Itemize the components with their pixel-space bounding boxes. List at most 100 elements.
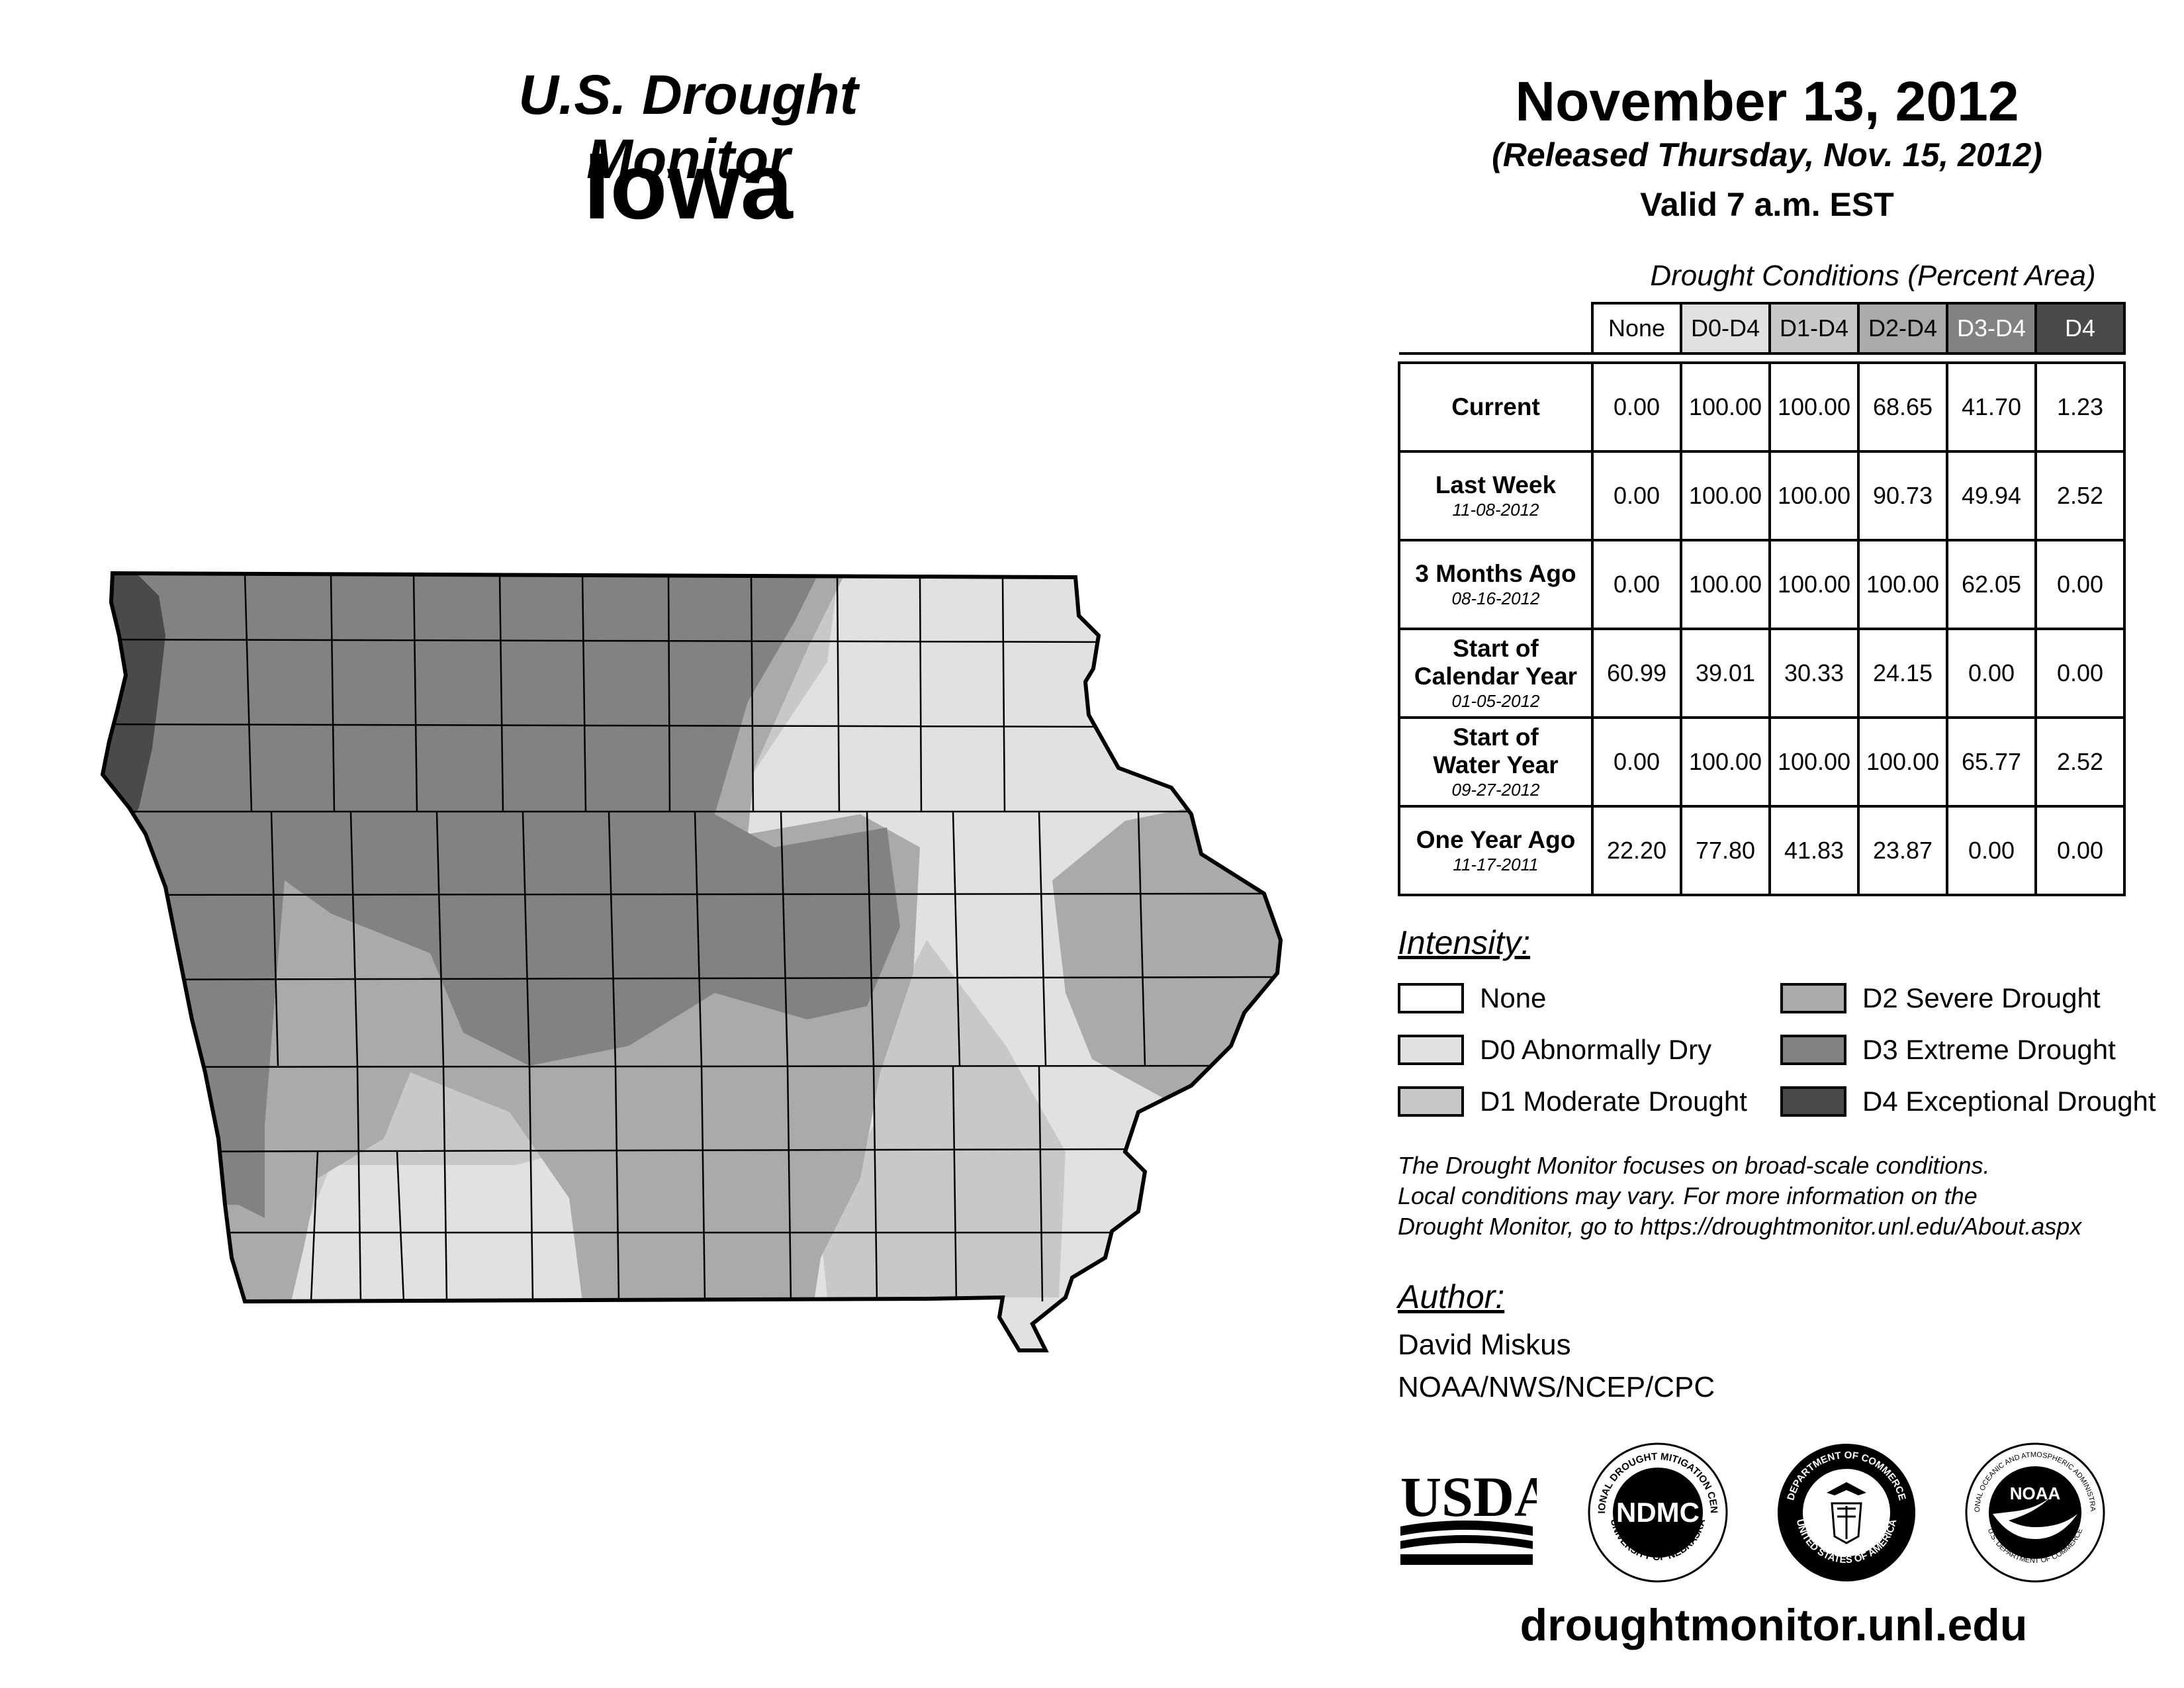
table-row: 3 Months Ago 08-16-2012 0.00 100.00 100.0… xyxy=(1398,539,2126,630)
map-date: November 13, 2012 xyxy=(1515,70,2019,132)
row-label: Current xyxy=(1451,393,1540,420)
disclaimer-note: The Drought Monitor focuses on broad-sca… xyxy=(1398,1150,2159,1242)
footer-url: droughtmonitor.unl.edu xyxy=(1520,1600,2028,1650)
table-cell: 23.87 xyxy=(1857,805,1948,896)
legend-label: None xyxy=(1480,982,1547,1013)
col-d2-d4: D2-D4 xyxy=(1857,302,1948,355)
author-name: David Miskus xyxy=(1398,1329,1571,1361)
table-cell: 90.73 xyxy=(1857,450,1948,541)
table-row: Last Week 11-08-2012 0.00 100.00 100.00 9… xyxy=(1398,450,2126,541)
legend-item-d3: D3 Extreme Drought xyxy=(1780,1031,2116,1068)
table-cell: 62.05 xyxy=(1946,539,2037,630)
legend-item-d2: D2 Severe Drought xyxy=(1780,980,2101,1017)
legend-swatch xyxy=(1780,1086,1846,1117)
table-cell: 77.80 xyxy=(1680,805,1771,896)
drought-conditions-table: None D0-D4 D1-D4 D2-D4 D3-D4 D4 Current … xyxy=(1398,302,2126,896)
col-d1-d4: D1-D4 xyxy=(1768,302,1860,355)
table-cell: 100.00 xyxy=(1680,716,1771,808)
table-cell: 100.00 xyxy=(1768,539,1860,630)
noaa-logo: NATIONAL OCEANIC AND ATMOSPHERIC ADMINIS… xyxy=(1962,1440,2105,1583)
table-cell: 0.00 xyxy=(1591,361,1682,453)
table-cell: 100.00 xyxy=(1857,716,1948,808)
table-cell: 60.99 xyxy=(1591,628,1682,719)
col-d0-d4: D0-D4 xyxy=(1680,302,1771,355)
row-date: 11-17-2011 xyxy=(1453,855,1539,874)
row-label: One Year Ago xyxy=(1416,826,1576,853)
table-cell: 100.00 xyxy=(1768,361,1860,453)
release-date: (Released Thursday, Nov. 15, 2012) xyxy=(1492,136,2042,173)
note-line: Local conditions may vary. For more info… xyxy=(1398,1182,1978,1209)
table-cell: 0.00 xyxy=(1946,805,2037,896)
row-label-2: Calendar Year xyxy=(1414,663,1578,690)
legend-item-none: None xyxy=(1398,980,1546,1017)
legend-item-d0: D0 Abnormally Dry xyxy=(1398,1031,1711,1068)
table-row: One Year Ago 11-17-2011 22.20 77.80 41.83… xyxy=(1398,805,2126,896)
row-date: 08-16-2012 xyxy=(1451,588,1540,608)
note-line: Drought Monitor, go to https://droughtmo… xyxy=(1398,1213,2082,1240)
noaa-logo-text: NOAA xyxy=(2010,1483,2061,1503)
table-cell: 30.33 xyxy=(1768,628,1860,719)
commerce-seal: DEPARTMENT OF COMMERCE UNITED STATES OF … xyxy=(1778,1444,1915,1581)
table-cell: 22.20 xyxy=(1591,805,1682,896)
table-cell: 68.65 xyxy=(1857,361,1948,453)
row-date: 11-08-2012 xyxy=(1452,500,1539,520)
legend-label: D0 Abnormally Dry xyxy=(1480,1034,1712,1065)
ndmc-logo: NATIONAL DROUGHT MITIGATION CENTER UNIVE… xyxy=(1585,1440,1728,1583)
table-cell: 2.52 xyxy=(2034,450,2126,541)
legend-swatch xyxy=(1398,1086,1464,1117)
table-cell: 41.83 xyxy=(1768,805,1860,896)
table-cell: 41.70 xyxy=(1946,361,2037,453)
row-label-2: Water Year xyxy=(1433,751,1559,778)
table-cell: 0.00 xyxy=(2034,805,2126,896)
table-caption: Drought Conditions (Percent Area) xyxy=(1650,259,2096,292)
map-title: U.S. Drought Monitor xyxy=(518,64,858,190)
state-title: Iowa xyxy=(584,134,793,239)
table-row: Start of Calendar Year 01-05-2012 60.99 39… xyxy=(1398,628,2126,719)
legend-swatch xyxy=(1398,1035,1464,1065)
col-d3-d4: D3-D4 xyxy=(1946,302,2037,355)
table-row: Current 0.00 100.00 100.00 68.65 41.70 1… xyxy=(1398,361,2126,453)
usda-logo: USDA xyxy=(1400,1465,1537,1565)
valid-time: Valid 7 a.m. EST xyxy=(1640,186,1894,223)
legend-swatch xyxy=(1780,1035,1846,1065)
table-cell: 49.94 xyxy=(1946,450,2037,541)
col-d4: D4 xyxy=(2034,302,2126,355)
legend-swatch xyxy=(1780,983,1846,1013)
table-cell: 100.00 xyxy=(1680,450,1771,541)
legend-label: D3 Extreme Drought xyxy=(1862,1034,2116,1065)
author-title: Author: xyxy=(1398,1278,1505,1315)
legend-item-d1: D1 Moderate Drought xyxy=(1398,1083,1747,1120)
table-cell: 100.00 xyxy=(1680,539,1771,630)
row-label: Start of xyxy=(1453,635,1539,662)
legend-item-d4: D4 Exceptional Drought xyxy=(1780,1083,2156,1120)
table-cell: 0.00 xyxy=(1591,539,1682,630)
table-cell: 100.00 xyxy=(1768,450,1860,541)
table-row: Start of Water Year 09-27-2012 0.00 100.00… xyxy=(1398,716,2126,808)
table-cell: 39.01 xyxy=(1680,628,1771,719)
row-label: Last Week xyxy=(1435,471,1557,498)
table-cell: 24.15 xyxy=(1857,628,1948,719)
table-cell: 2.52 xyxy=(2034,716,2126,808)
table-cell: 65.77 xyxy=(1946,716,2037,808)
table-cell: 0.00 xyxy=(2034,539,2126,630)
row-date: 09-27-2012 xyxy=(1451,780,1540,800)
row-label: 3 Months Ago xyxy=(1415,560,1576,587)
legend-label: D1 Moderate Drought xyxy=(1480,1086,1747,1117)
table-cell: 100.00 xyxy=(1680,361,1771,453)
table-cell: 1.23 xyxy=(2034,361,2126,453)
table-cell: 100.00 xyxy=(1857,539,1948,630)
row-label: Start of xyxy=(1453,724,1539,751)
legend-label: D2 Severe Drought xyxy=(1862,982,2101,1013)
row-date: 01-05-2012 xyxy=(1451,691,1540,711)
table-cell: 0.00 xyxy=(1946,628,2037,719)
table-cell: 0.00 xyxy=(2034,628,2126,719)
iowa-drought-map xyxy=(100,571,1283,1352)
legend-swatch xyxy=(1398,983,1464,1013)
table-cell: 0.00 xyxy=(1591,716,1682,808)
note-line: The Drought Monitor focuses on broad-sca… xyxy=(1398,1152,1990,1179)
col-none: None xyxy=(1591,302,1682,355)
legend-label: D4 Exceptional Drought xyxy=(1862,1086,2156,1117)
author-org: NOAA/NWS/NCEP/CPC xyxy=(1398,1371,1715,1403)
author-block: David Miskus NOAA/NWS/NCEP/CPC xyxy=(1398,1324,1715,1409)
table-cell: 0.00 xyxy=(1591,450,1682,541)
